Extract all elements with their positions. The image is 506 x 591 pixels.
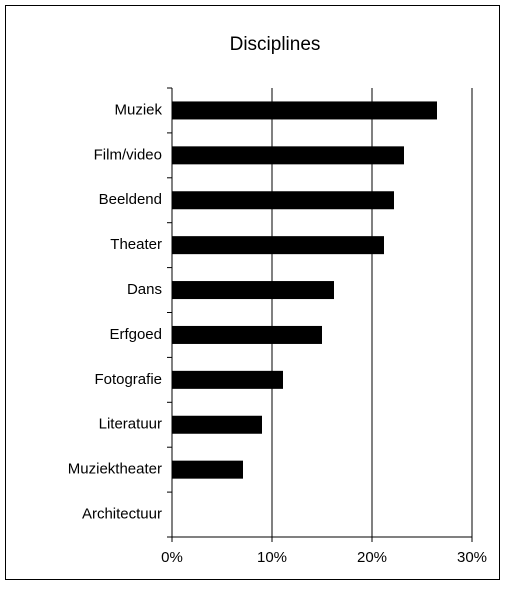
bar [172, 325, 322, 344]
x-tick-label: 0% [161, 549, 183, 566]
y-tick-label: Architectuur [82, 506, 162, 523]
y-tick-label: Muziek [114, 101, 162, 118]
bar [172, 460, 243, 479]
y-tick-label: Muziektheater [68, 461, 162, 478]
x-tick-label: 30% [457, 549, 487, 566]
chart-title: Disciplines [230, 34, 321, 55]
bar [172, 191, 394, 210]
y-tick-label: Dans [127, 281, 162, 298]
y-tick-label: Fotografie [94, 371, 162, 388]
y-tick-label: Literatuur [99, 416, 162, 433]
y-tick-label: Beeldend [99, 191, 162, 208]
bar [172, 370, 283, 389]
bar [172, 281, 334, 300]
bar [172, 101, 437, 120]
y-tick-label: Film/video [94, 146, 162, 163]
bar [172, 146, 404, 165]
bar [172, 236, 384, 255]
y-tick-label: Erfgoed [109, 326, 162, 343]
bar [172, 415, 262, 434]
y-tick-label: Theater [110, 236, 162, 253]
x-tick-label: 10% [257, 549, 287, 566]
x-tick-label: 20% [357, 549, 387, 566]
